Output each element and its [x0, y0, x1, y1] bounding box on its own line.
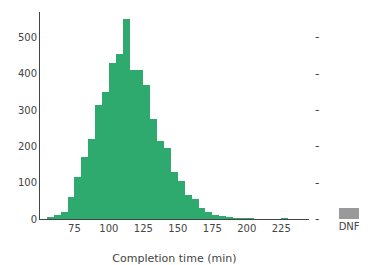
svg-text:200: 200: [18, 141, 37, 152]
svg-text:100: 100: [18, 177, 37, 188]
svg-text:-: -: [315, 67, 319, 81]
svg-text:-: -: [315, 176, 319, 190]
svg-text:400: 400: [18, 68, 37, 79]
svg-text:100: 100: [99, 223, 118, 234]
svg-text:75: 75: [68, 223, 81, 234]
svg-text:-: -: [315, 103, 319, 117]
svg-text:175: 175: [203, 223, 222, 234]
svg-text:500: 500: [18, 32, 37, 43]
svg-text:-: -: [315, 30, 319, 44]
svg-text:Completion time (min): Completion time (min): [112, 252, 236, 265]
svg-text:300: 300: [18, 105, 37, 116]
svg-text:125: 125: [134, 223, 153, 234]
svg-text:150: 150: [168, 223, 187, 234]
svg-text:DNF: DNF: [339, 221, 360, 232]
svg-text:-: -: [315, 212, 319, 226]
svg-text:200: 200: [237, 223, 256, 234]
svg-text:225: 225: [272, 223, 291, 234]
svg-text:0: 0: [31, 214, 37, 225]
svg-text:-: -: [315, 139, 319, 153]
